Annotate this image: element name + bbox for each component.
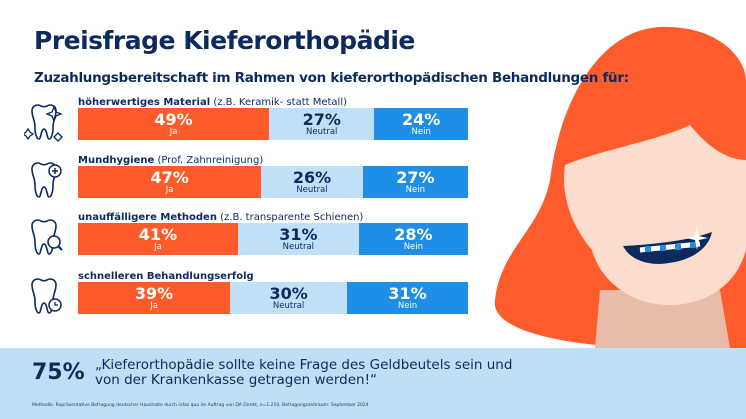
bar-segment-ja: 39% Ja [78,282,231,314]
segment-label: Ja [150,300,158,311]
chart-subtitle: Zuzahlungsbereitschaft im Rahmen von kie… [34,70,629,86]
page-title: Preisfrage Kieferorthopädie [34,26,415,55]
chart-row: unauffälligere Methoden (z.B. transparen… [0,212,480,272]
segment-value: 49% [154,109,193,129]
segment-label: Ja [165,184,174,195]
stacked-bar: 49% Ja 27% Neutral 24% Nein [78,108,468,140]
segment-value: 41% [138,224,178,244]
segment-value: 31% [279,224,318,244]
segment-label: Ja [169,126,178,137]
row-label: Mundhygiene (Prof. Zahnreinigung) [78,155,264,166]
segment-label: Nein [411,126,431,137]
segment-label: Nein [397,300,418,311]
banner-quote: „Kieferorthopädie sollte keine Frage des… [95,357,513,388]
stacked-bar: 47% Ja 26% Neutral 27% Nein [78,166,468,198]
segment-label: Nein [405,184,425,195]
bar-segment-nein: 24% Nein [374,108,468,140]
chart-row: höherwertiges Material (z.B. Keramik- st… [0,97,480,157]
methodology-footnote: Methodik: Repräsentative Befragung deuts… [32,403,369,408]
segment-value: 31% [388,283,427,303]
woman-with-braces-illustration [494,26,746,348]
bar-segment-nein: 27% Nein [362,166,468,198]
segment-label: Neutral [306,126,338,137]
segment-value: 27% [396,167,435,187]
stacked-bar: 39% Ja 30% Neutral 31% Nein [78,282,468,314]
bar-segment-neutral: 26% Neutral [261,166,363,198]
bar-segment-neutral: 27% Neutral [269,108,375,140]
row-label: höherwertiges Material (z.B. Keramik- st… [78,97,348,108]
stacked-bar: 41% Ja 31% Neutral 28% Nein [78,223,468,255]
tooth-clock-icon [31,278,62,314]
segment-label: Neutral [282,241,315,252]
bar-segment-ja: 47% Ja [78,166,262,198]
row-label: unauffälligere Methoden (z.B. transparen… [78,212,364,223]
tooth-plus-icon [31,162,62,198]
segment-value: 30% [269,283,308,303]
segment-label: Neutral [296,184,328,195]
segment-value: 47% [150,167,189,187]
row-label: schnelleren Behandlungserfolg [78,271,254,282]
bar-segment-nein: 28% Nein [358,223,468,255]
segment-value: 26% [292,167,332,187]
quote-banner: 75% „Kieferorthopädie sollte keine Frage… [0,348,746,419]
bar-segment-neutral: 30% Neutral [230,282,348,314]
bar-segment-ja: 49% Ja [78,108,270,140]
banner-stat: 75% [32,360,85,385]
tooth-magnifier-icon [31,219,63,255]
segment-label: Ja [154,241,162,252]
segment-label: Neutral [272,300,305,311]
segment-value: 28% [394,224,433,244]
chart-row: schnelleren Behandlungserfolg 39% Ja 30% Ne… [0,271,480,331]
segment-value: 24% [402,109,441,129]
segment-value: 27% [302,109,341,129]
bar-segment-neutral: 31% Neutral [237,223,359,255]
bar-segment-ja: 41% Ja [78,223,238,255]
segment-label: Nein [403,241,424,252]
bar-segment-nein: 31% Nein [347,282,468,314]
tooth-sparkle-icon [24,104,63,142]
segment-value: 39% [134,283,174,303]
chart-row: Mundhygiene (Prof. Zahnreinigung) 47% Ja 26… [0,155,480,215]
